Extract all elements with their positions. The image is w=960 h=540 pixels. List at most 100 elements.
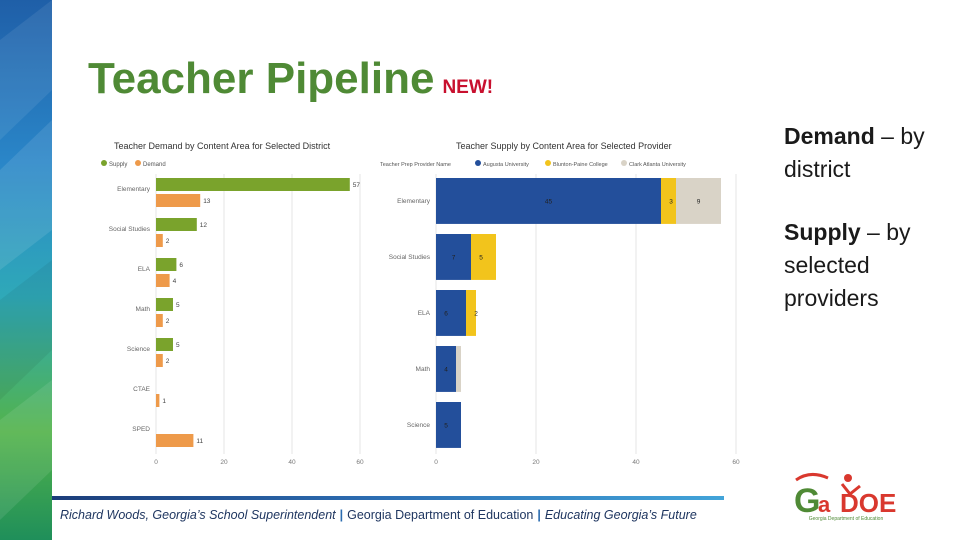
category-label: ELA [138,266,151,273]
chart-title: Teacher Demand by Content Area for Selec… [114,141,331,151]
bar [156,234,163,247]
svg-text:G: G [794,482,820,518]
category-label: ELA [418,310,431,317]
bar-segment [436,290,466,336]
category-label: Science [407,422,431,429]
legend-label: Supply [109,162,127,168]
data-label: 2 [166,318,170,325]
data-label: 2 [166,238,170,245]
data-label: 2 [474,310,478,317]
bar-segment [471,234,496,280]
side-band-graphic [0,0,52,540]
bar [156,258,177,271]
data-label: 4 [444,366,448,373]
x-tick-label: 60 [356,459,364,466]
data-label: 45 [545,198,553,205]
slide-title: Teacher Pipeline NEW! [88,54,493,104]
x-tick-label: 20 [532,459,540,466]
bar [156,354,163,367]
supply-note-label: Supply [784,219,861,245]
dashboard-image: Teacher Demand by Content Area for Selec… [98,132,748,472]
legend-label: Blunton-Paine College [553,162,608,168]
footer-separator: | [339,508,344,522]
bar [156,434,194,447]
bar-segment [436,402,461,448]
category-label: Science [127,346,151,353]
footer-separator: | [537,508,541,522]
x-tick-label: 60 [732,459,740,466]
bar [156,218,197,231]
legend-label: Augusta University [483,162,529,168]
data-label: 13 [203,198,211,205]
data-label: 12 [200,222,208,229]
x-tick-label: 0 [154,459,158,466]
bar-segment [436,234,471,280]
bar-segment [661,178,676,224]
data-label: 3 [669,198,673,205]
data-label: 1 [162,398,166,405]
bar-segment [466,290,476,336]
bar-segment [676,178,721,224]
data-label: 2 [166,358,170,365]
data-label: 4 [173,278,177,285]
legend-marker [475,160,481,166]
demand-chart: Teacher Demand by Content Area for Selec… [101,141,364,466]
data-label: 5 [176,302,180,309]
demand-note-label: Demand [784,123,875,149]
legend-title: Teacher Prep Provider Name [380,162,451,168]
data-label: 11 [196,438,203,445]
bar [156,194,201,207]
x-tick-label: 40 [632,459,640,466]
data-label: 5 [444,422,448,429]
category-label: Social Studies [389,254,431,261]
bar-segment [456,346,461,392]
footer: Richard Woods, Georgia’s School Superint… [60,508,697,522]
gadoe-logo: G a DOE Georgia Department of Education [790,470,902,526]
supply-chart: Teacher Supply by Content Area for Selec… [380,141,740,466]
demand-note-text: – by district [784,123,925,182]
logo-subtext: Georgia Department of Education [808,516,884,522]
legend-marker [101,160,107,166]
side-notes: Demand – by district Supply – by selecte… [784,120,954,345]
data-label: 5 [176,342,180,349]
chart-title: Teacher Supply by Content Area for Selec… [456,141,672,151]
category-label: CTAE [133,386,151,393]
title-text: Teacher Pipeline [88,54,435,103]
category-label: Math [416,366,431,373]
gadoe-logo-mark: G a DOE [794,473,896,520]
bar [156,298,173,311]
x-tick-label: 20 [220,459,228,466]
data-label: 7 [452,254,456,261]
bar [156,394,160,407]
new-badge: NEW! [442,77,494,98]
footer-rule [52,496,724,500]
data-label: 6 [444,310,448,317]
bar [156,274,170,287]
legend-marker [545,160,551,166]
footer-superintendent: Richard Woods, Georgia’s School Superint… [60,508,336,522]
supply-note-text: – by selected providers [784,219,911,311]
bar [156,178,350,191]
legend-label: Demand [143,162,166,168]
bar [156,338,173,351]
x-tick-label: 0 [434,459,438,466]
x-tick-label: 40 [288,459,296,466]
category-label: Elementary [397,198,431,205]
category-label: SPED [132,426,150,433]
legend-label: Clark Atlanta University [629,162,686,168]
bar-segment [436,178,661,224]
category-label: Social Studies [109,226,151,233]
demand-note: Demand – by district [784,120,954,186]
decorative-side-band [0,0,52,540]
legend-marker [135,160,141,166]
data-label: 5 [479,254,483,261]
footer-tagline: Educating Georgia’s Future [544,508,697,522]
category-label: Elementary [117,186,151,193]
data-label: 9 [697,198,701,205]
data-label: 6 [179,262,183,269]
bar [156,314,163,327]
bar-segment [436,346,456,392]
supply-note: Supply – by selected providers [784,216,954,315]
data-label: 57 [353,182,361,189]
legend-marker [621,160,627,166]
